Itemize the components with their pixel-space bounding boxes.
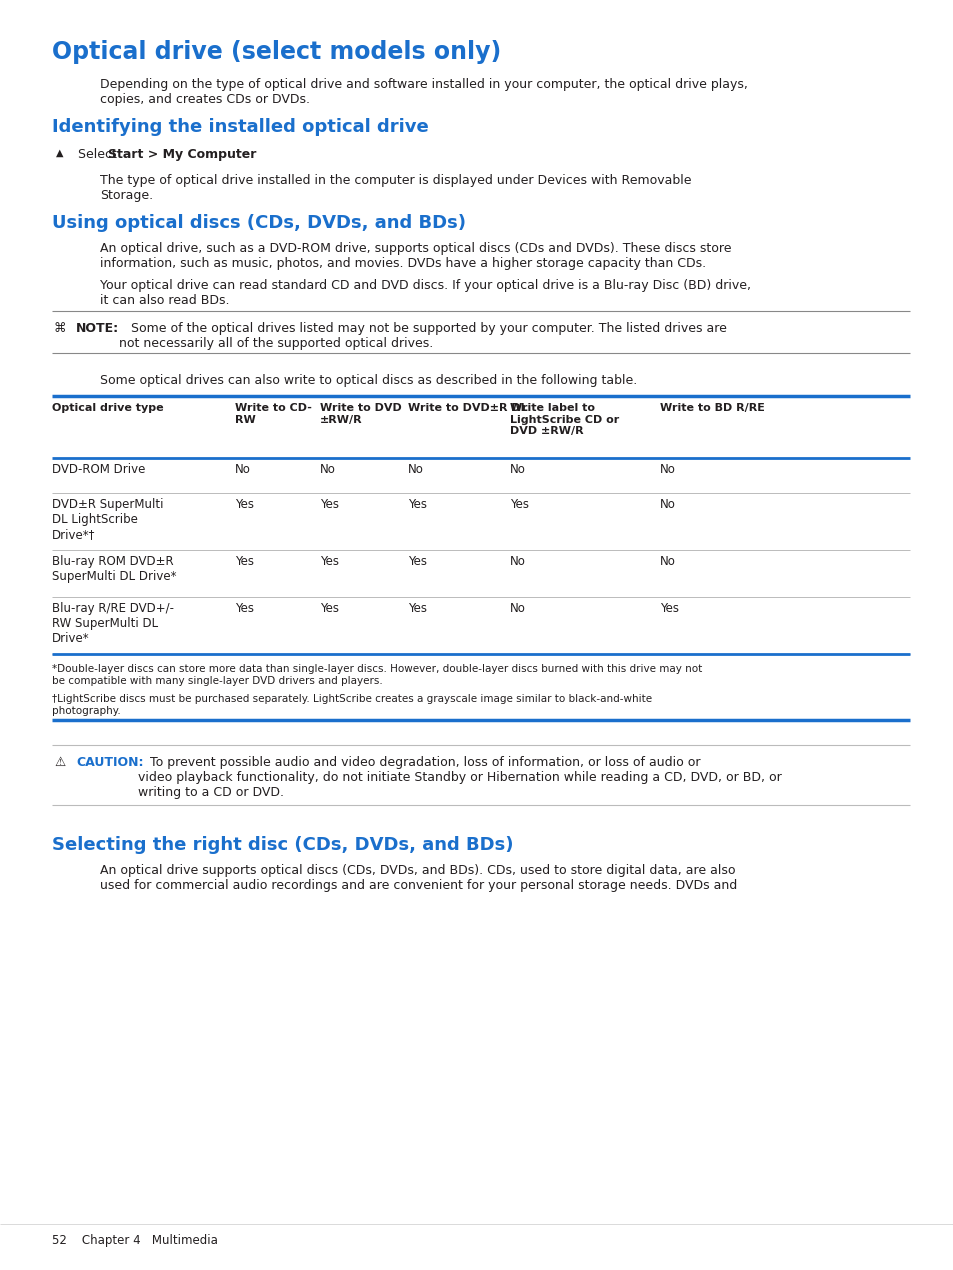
Text: Some optical drives can also write to optical discs as described in the followin: Some optical drives can also write to op… (100, 373, 637, 387)
Text: Your optical drive can read standard CD and DVD discs. If your optical drive is : Your optical drive can read standard CD … (100, 279, 750, 307)
Text: Yes: Yes (510, 498, 529, 511)
Text: Write label to
LightScribe CD or
DVD ±RW/R: Write label to LightScribe CD or DVD ±RW… (510, 403, 618, 436)
Text: Write to DVD±R DL: Write to DVD±R DL (408, 403, 527, 413)
Text: No: No (659, 555, 675, 568)
Text: Optical drive type: Optical drive type (52, 403, 164, 413)
Text: Depending on the type of optical drive and software installed in your computer, : Depending on the type of optical drive a… (100, 77, 747, 105)
Text: An optical drive, such as a DVD-ROM drive, supports optical discs (CDs and DVDs): An optical drive, such as a DVD-ROM driv… (100, 243, 731, 271)
Text: Some of the optical drives listed may not be supported by your computer. The lis: Some of the optical drives listed may no… (119, 323, 726, 351)
Text: Write to BD R/RE: Write to BD R/RE (659, 403, 764, 413)
Text: No: No (408, 464, 423, 476)
Text: 52    Chapter 4   Multimedia: 52 Chapter 4 Multimedia (52, 1234, 217, 1247)
Text: No: No (510, 602, 525, 615)
Text: Yes: Yes (234, 555, 253, 568)
Text: Yes: Yes (319, 555, 338, 568)
Text: CAUTION:: CAUTION: (76, 756, 143, 770)
Text: ▲: ▲ (56, 149, 64, 157)
Text: Yes: Yes (234, 602, 253, 615)
Text: No: No (510, 464, 525, 476)
Text: Select: Select (78, 149, 121, 161)
Text: DVD-ROM Drive: DVD-ROM Drive (52, 464, 145, 476)
Text: The type of optical drive installed in the computer is displayed under Devices w: The type of optical drive installed in t… (100, 174, 691, 202)
Text: Blu-ray R/RE DVD+/-
RW SuperMulti DL
Drive*: Blu-ray R/RE DVD+/- RW SuperMulti DL Dri… (52, 602, 173, 645)
Text: Identifying the installed optical drive: Identifying the installed optical drive (52, 118, 428, 136)
Text: No: No (319, 464, 335, 476)
Text: No: No (510, 555, 525, 568)
Text: Yes: Yes (408, 602, 427, 615)
Text: Blu-ray ROM DVD±R
SuperMulti DL Drive*: Blu-ray ROM DVD±R SuperMulti DL Drive* (52, 555, 176, 583)
Text: Start > My Computer: Start > My Computer (108, 149, 256, 161)
Text: To prevent possible audio and video degradation, loss of information, or loss of: To prevent possible audio and video degr… (138, 756, 781, 799)
Text: Yes: Yes (408, 555, 427, 568)
Text: Yes: Yes (408, 498, 427, 511)
Text: †LightScribe discs must be purchased separately. LightScribe creates a grayscale: †LightScribe discs must be purchased sep… (52, 693, 652, 715)
Text: .: . (213, 149, 216, 161)
Text: Yes: Yes (319, 498, 338, 511)
Text: Optical drive (select models only): Optical drive (select models only) (52, 39, 500, 64)
Text: Selecting the right disc (CDs, DVDs, and BDs): Selecting the right disc (CDs, DVDs, and… (52, 836, 513, 853)
Text: Using optical discs (CDs, DVDs, and BDs): Using optical discs (CDs, DVDs, and BDs) (52, 215, 465, 232)
Text: Yes: Yes (319, 602, 338, 615)
Text: No: No (659, 464, 675, 476)
Text: No: No (659, 498, 675, 511)
Text: ⚠: ⚠ (54, 756, 65, 770)
Text: *Double-layer discs can store more data than single-layer discs. However, double: *Double-layer discs can store more data … (52, 664, 701, 686)
Text: DVD±R SuperMulti
DL LightScribe
Drive*†: DVD±R SuperMulti DL LightScribe Drive*† (52, 498, 163, 541)
Text: Write to DVD
±RW/R: Write to DVD ±RW/R (319, 403, 401, 424)
Text: NOTE:: NOTE: (76, 323, 119, 335)
Text: Yes: Yes (659, 602, 679, 615)
Text: ⌘: ⌘ (54, 323, 67, 335)
Text: No: No (234, 464, 251, 476)
Text: Yes: Yes (234, 498, 253, 511)
Text: An optical drive supports optical discs (CDs, DVDs, and BDs). CDs, used to store: An optical drive supports optical discs … (100, 864, 737, 892)
Text: Write to CD-
RW: Write to CD- RW (234, 403, 312, 424)
